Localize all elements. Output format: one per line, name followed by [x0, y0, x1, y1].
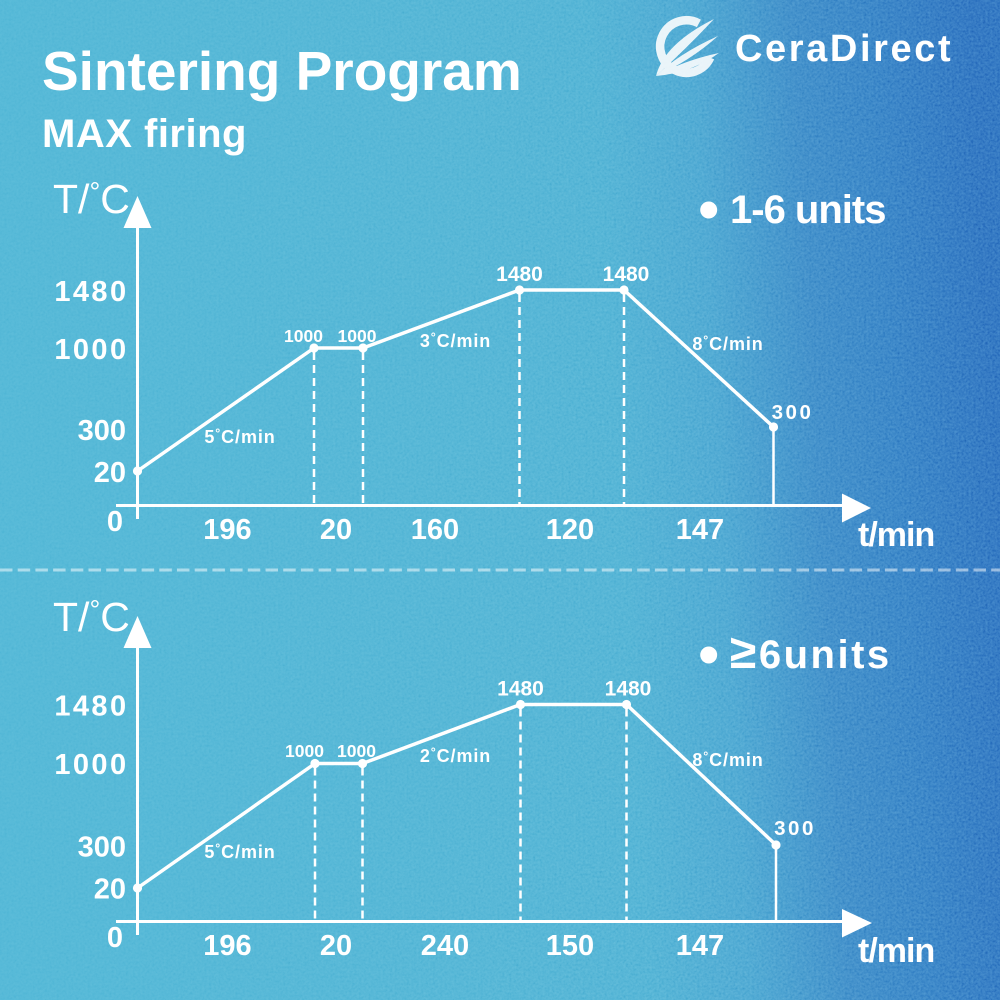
svg-text:1000: 1000 — [338, 326, 377, 346]
svg-text:MAX firing: MAX firing — [42, 112, 247, 156]
svg-text:160: 160 — [411, 514, 459, 546]
svg-text:300: 300 — [78, 832, 126, 864]
svg-text:0: 0 — [107, 922, 123, 954]
svg-text:20: 20 — [320, 514, 352, 546]
svg-text:CeraDirect: CeraDirect — [735, 28, 953, 70]
svg-text:1480: 1480 — [54, 691, 128, 723]
svg-text:1000: 1000 — [285, 741, 324, 761]
svg-text:T/°C: T/°C — [53, 594, 130, 640]
svg-text:20: 20 — [94, 874, 126, 906]
svg-text:0: 0 — [107, 506, 123, 538]
svg-text:1480: 1480 — [603, 263, 650, 286]
svg-text:1000: 1000 — [337, 741, 376, 761]
svg-text:1480: 1480 — [497, 678, 544, 701]
svg-text:1-6 units: 1-6 units — [730, 188, 885, 232]
svg-text:1000: 1000 — [54, 749, 128, 781]
svg-text:8°C/min: 8°C/min — [692, 750, 763, 771]
svg-text:196: 196 — [203, 930, 251, 962]
svg-text:300: 300 — [774, 817, 816, 840]
svg-text:120: 120 — [546, 514, 594, 546]
svg-text:1000: 1000 — [284, 326, 323, 346]
svg-text:3°C/min: 3°C/min — [420, 331, 491, 352]
svg-text:5°C/min: 5°C/min — [204, 842, 275, 863]
svg-text:147: 147 — [676, 514, 724, 546]
svg-text:300: 300 — [772, 401, 814, 424]
svg-text:147: 147 — [676, 930, 724, 962]
svg-text:150: 150 — [546, 930, 594, 962]
svg-text:300: 300 — [78, 415, 126, 447]
svg-text:20: 20 — [320, 930, 352, 962]
svg-text:t/min: t/min — [858, 932, 934, 970]
svg-text:20: 20 — [94, 457, 126, 489]
svg-text:1480: 1480 — [496, 263, 543, 286]
svg-text:Sintering Program: Sintering Program — [42, 40, 522, 102]
svg-text:8°C/min: 8°C/min — [692, 334, 763, 355]
svg-text:196: 196 — [203, 514, 251, 546]
svg-text:240: 240 — [421, 930, 469, 962]
svg-text:5°C/min: 5°C/min — [204, 427, 275, 448]
svg-text:1480: 1480 — [54, 276, 128, 308]
svg-text:1480: 1480 — [605, 678, 652, 701]
svg-text:t/min: t/min — [858, 516, 934, 554]
svg-text:2°C/min: 2°C/min — [420, 746, 491, 767]
svg-text:≥6units: ≥6units — [730, 626, 892, 679]
svg-text:1000: 1000 — [54, 334, 128, 366]
